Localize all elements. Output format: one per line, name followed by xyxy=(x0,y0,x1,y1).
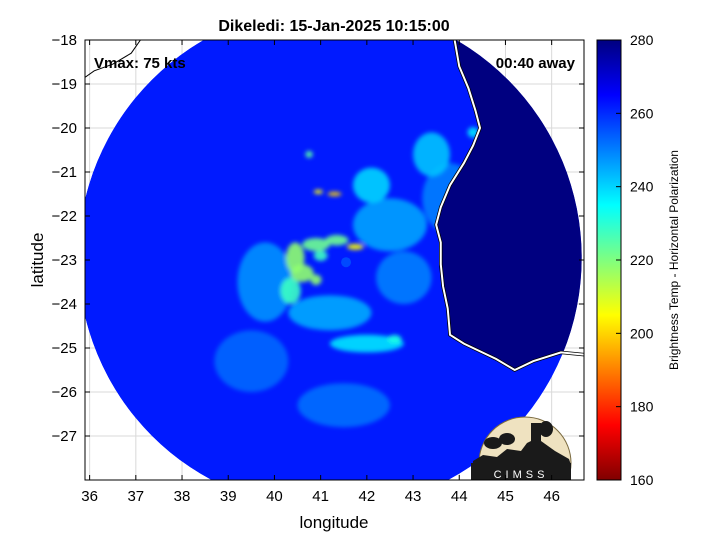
brightness-feature xyxy=(325,234,349,246)
brightness-feature xyxy=(387,334,402,344)
chart-title: Dikeledi: 15-Jan-2025 10:15:00 xyxy=(218,18,449,35)
x-axis-label: longitude xyxy=(299,513,368,532)
brightness-feature xyxy=(352,167,390,203)
brightness-feature xyxy=(313,189,323,194)
brightness-feature xyxy=(376,251,432,304)
colorbar-tick-label: 200 xyxy=(630,325,654,341)
x-tick-label: 36 xyxy=(81,488,98,505)
x-tick-label: 44 xyxy=(451,488,468,505)
brightness-feature xyxy=(327,191,342,197)
brightness-feature xyxy=(237,242,293,322)
time-away-annotation: 00:40 away xyxy=(496,55,576,72)
x-tick-label: 46 xyxy=(543,488,560,505)
y-axis-label: latitude xyxy=(28,233,47,288)
y-tick-label: −21 xyxy=(52,164,77,181)
y-tick-label: −20 xyxy=(52,120,77,137)
x-tick-label: 38 xyxy=(174,488,191,505)
x-tick-label: 45 xyxy=(497,488,514,505)
colorbar-label: Brightness Temp - Horizontal Polarizatio… xyxy=(667,150,681,370)
cimss-logo: CIMSS xyxy=(471,416,572,481)
vmax-annotation: Vmax: 75 kts xyxy=(94,55,186,72)
y-tick-label: −22 xyxy=(52,208,77,225)
y-tick-label: −25 xyxy=(52,340,77,357)
colorbar-ticks: 160 180 200 220 240 260 280 xyxy=(616,32,654,488)
y-tick-label: −24 xyxy=(52,296,77,313)
brightness-feature xyxy=(288,295,372,331)
microwave-swath xyxy=(85,40,582,480)
y-tick-label: −19 xyxy=(52,76,77,93)
y-tick-label: −18 xyxy=(52,32,77,49)
x-tick-label: 41 xyxy=(312,488,329,505)
colorbar-tick-label: 280 xyxy=(630,32,654,48)
brightness-feature xyxy=(413,132,451,177)
brightness-feature xyxy=(214,330,289,393)
y-axis: −18 −19 −20 −21 −22 −23 −24 −25 −26 −27 xyxy=(52,32,584,445)
colorbar-tick-label: 160 xyxy=(630,472,654,488)
madagascar-coastline xyxy=(435,40,584,372)
brightness-feature xyxy=(329,334,404,353)
brightness-feature xyxy=(297,383,390,428)
swath-background xyxy=(85,40,582,480)
brightness-feature xyxy=(346,243,364,250)
brightness-feature xyxy=(280,277,301,304)
storm-eye xyxy=(341,257,352,268)
mozambique-coastline xyxy=(85,40,141,78)
colorbar-tick-label: 220 xyxy=(630,252,654,268)
brightness-feature xyxy=(302,238,330,252)
x-tick-label: 42 xyxy=(358,488,375,505)
y-tick-label: −23 xyxy=(52,252,77,269)
colorbar-tick-label: 180 xyxy=(630,399,654,415)
colorbar-tick-label: 240 xyxy=(630,179,654,195)
brightness-feature xyxy=(305,150,313,158)
y-tick-label: −26 xyxy=(52,384,77,401)
plot-area: CIMSS xyxy=(85,40,584,481)
x-tick-label: 40 xyxy=(266,488,283,505)
brightness-feature xyxy=(310,274,322,286)
brightness-feature xyxy=(290,264,314,283)
y-tick-label: −27 xyxy=(52,428,77,445)
x-tick-label: 43 xyxy=(405,488,422,505)
x-axis: 36 37 38 39 40 41 42 43 44 45 46 xyxy=(81,40,560,505)
storm-center-marker xyxy=(341,257,352,268)
cimss-logo-text: CIMSS xyxy=(494,469,549,481)
x-tick-label: 39 xyxy=(220,488,237,505)
brightness-feature xyxy=(313,250,328,261)
colorbar-tick-label: 260 xyxy=(630,105,654,121)
x-tick-label: 37 xyxy=(127,488,144,505)
brightness-feature xyxy=(352,198,427,252)
colorbar: 160 180 200 220 240 260 280 Brightness Temp - … xyxy=(596,32,681,488)
